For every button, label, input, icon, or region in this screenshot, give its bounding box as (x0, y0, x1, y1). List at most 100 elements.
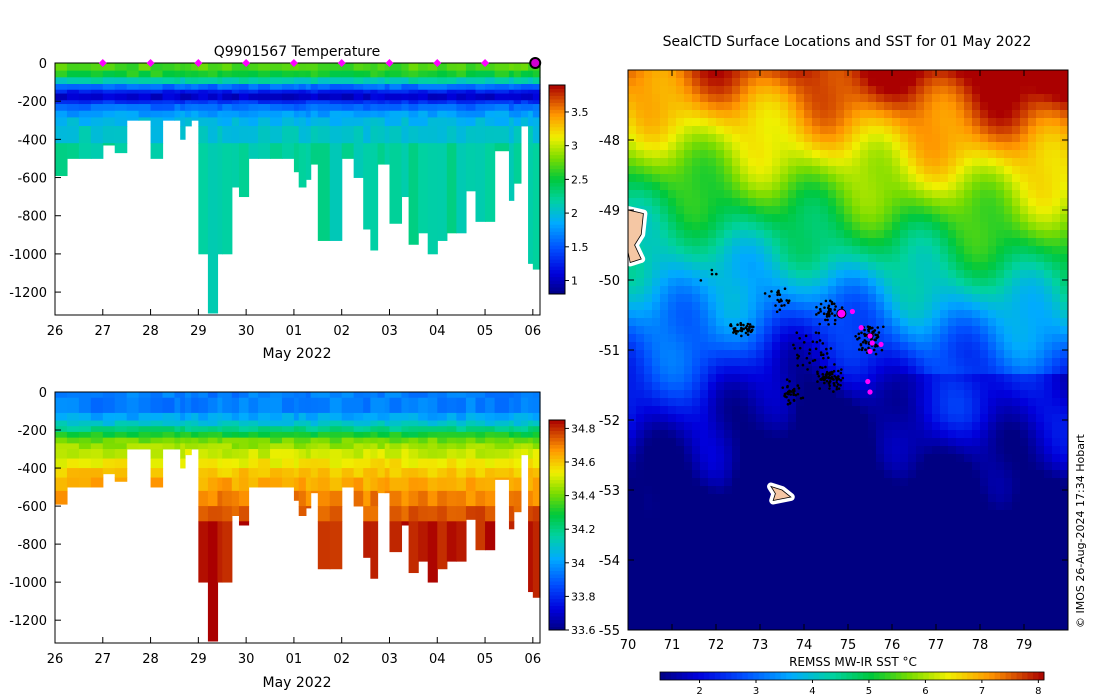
sst-cell (772, 270, 781, 279)
sst-cell (924, 582, 933, 591)
section-cell (363, 431, 371, 439)
section-cell (184, 93, 192, 101)
section-cell (207, 104, 219, 112)
sst-cell (692, 566, 701, 575)
sst-cell (804, 278, 813, 287)
sst-cell (756, 534, 765, 543)
sst-cell (868, 294, 877, 303)
section-cell (401, 110, 410, 118)
sst-cell (780, 214, 789, 223)
section-cell (258, 420, 271, 427)
sst-cell (684, 214, 693, 223)
sst-cell (732, 78, 741, 87)
sst-cell (716, 230, 725, 239)
sst-cell (980, 278, 989, 287)
section-cell (310, 143, 319, 165)
section-cell (162, 104, 176, 112)
sst-cell (988, 366, 997, 375)
sst-cell (1004, 182, 1013, 191)
sst-cell (980, 590, 989, 599)
sst-cell (724, 446, 733, 455)
sst-cell (708, 406, 717, 415)
sst-cell (860, 534, 869, 543)
sst-cell (756, 310, 765, 319)
sst-cell (772, 246, 781, 255)
sst-cell (740, 222, 749, 231)
sst-cell (756, 358, 765, 367)
sst-cell (692, 414, 701, 423)
sst-cell (932, 542, 941, 551)
sst-cell (820, 94, 829, 103)
section-cell (231, 443, 240, 450)
sst-cell (772, 350, 781, 359)
section-cell (238, 437, 250, 444)
sst-cell (860, 414, 869, 423)
sst-cell (708, 318, 717, 327)
section-cell (114, 143, 128, 154)
section-cell (310, 437, 319, 444)
sst-cell (764, 270, 773, 279)
sst-cell (860, 358, 869, 367)
sst-cell (788, 270, 797, 279)
sst-cell (724, 590, 733, 599)
sst-cell (988, 166, 997, 175)
section-cell (55, 143, 68, 177)
section-cell (114, 449, 128, 459)
sst-cell (924, 254, 933, 263)
sst-cell (764, 382, 773, 391)
sst-cell (940, 262, 949, 271)
sst-cell (804, 606, 813, 615)
sst-cell (940, 358, 949, 367)
sst-cell (988, 158, 997, 167)
sst-cell (988, 574, 997, 583)
sst-cell (708, 94, 717, 103)
sst-cell (644, 350, 653, 359)
section-cell (532, 506, 541, 522)
sst-cell (980, 478, 989, 487)
section-cell (231, 490, 240, 507)
section-cell (248, 426, 259, 433)
sst-cell (916, 286, 925, 295)
sst-cell (788, 310, 797, 319)
section-cell (389, 521, 403, 553)
section-cell (78, 117, 92, 127)
sst-cell (900, 158, 909, 167)
sst-cell (740, 294, 749, 303)
sst-cell (844, 246, 853, 255)
sst-cell (828, 102, 837, 111)
section-cell (238, 93, 250, 101)
sst-cell (748, 558, 757, 567)
sst-cell (980, 126, 989, 135)
sst-cell (796, 542, 805, 551)
sst-cell (868, 214, 877, 223)
sst-cell (772, 102, 781, 111)
sst-cell (892, 542, 901, 551)
sst-cell (772, 358, 781, 367)
section-cell (353, 443, 364, 450)
sst-cell (804, 382, 813, 391)
sst-cell (636, 126, 645, 135)
colorbar-tick-label: 34.8 (571, 422, 596, 435)
sst-cell (900, 102, 909, 111)
sst-cell (788, 614, 797, 623)
section-cell (427, 449, 438, 459)
section-cell (408, 521, 419, 574)
sst-cell (812, 454, 821, 463)
sst-cell (628, 302, 637, 311)
section-cell (198, 100, 209, 105)
sst-cell (812, 294, 821, 303)
sst-cell (796, 358, 805, 367)
section-cell (114, 458, 128, 469)
section-cell (231, 110, 240, 118)
sst-cell (756, 526, 765, 535)
section-cell (341, 397, 355, 414)
section-cell (317, 126, 331, 144)
section-cell (377, 63, 386, 72)
section-cell (317, 117, 331, 127)
sst-cell (756, 438, 765, 447)
sst-cell (628, 406, 637, 415)
sst-cell (964, 526, 973, 535)
sst-cell (788, 622, 797, 631)
sst-cell (916, 230, 925, 239)
sst-cell (796, 78, 805, 87)
